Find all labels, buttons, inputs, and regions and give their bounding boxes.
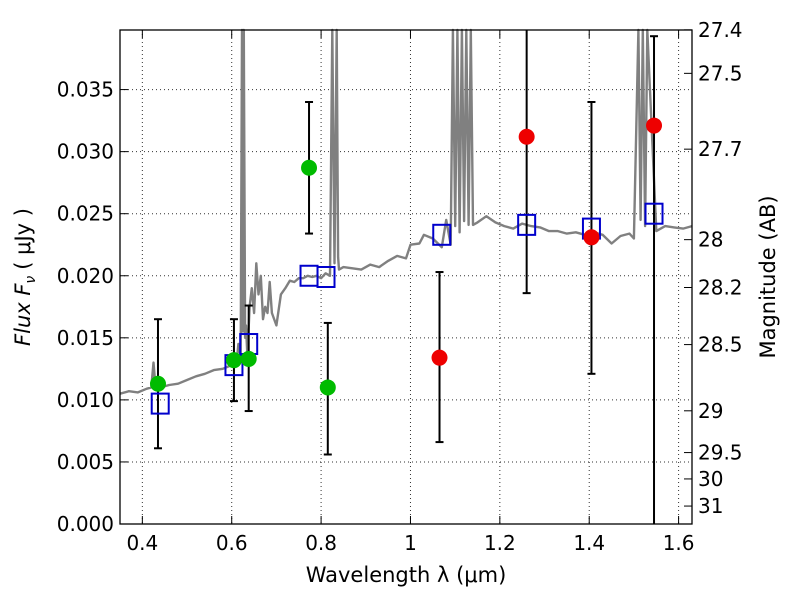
y-tick-label-0: 0.000 [57, 512, 114, 536]
grid-layer [120, 30, 692, 525]
y-tick-label-6: 0.030 [57, 140, 114, 164]
mag-tick-label-0: 27.4 [698, 18, 743, 42]
model-point-5 [432, 223, 452, 246]
y-axis-label-sub: ν [23, 276, 39, 284]
y-tick-label-7: 0.035 [57, 78, 114, 102]
x-tick-label-1: 0.6 [216, 531, 248, 555]
x-axis-label: Wavelength λ (μm) [306, 563, 507, 587]
y-ticks: 0.000 0.005 0.010 0.015 0.020 0.025 0.030 0.035 [57, 78, 128, 536]
svg-text:Magnitude (AB): Magnitude (AB) [756, 195, 780, 358]
y-tick-label-2: 0.010 [57, 388, 114, 412]
y-axis-label-main: Flux F [11, 283, 35, 346]
model-point-0 [150, 392, 170, 415]
x-ticks: 0.4 0.6 0.8 1 1.2 1.4 1.6 [126, 30, 695, 555]
x-tick-label-6: 1.6 [663, 531, 695, 555]
y-tick-label-5: 0.025 [57, 202, 114, 226]
data-points-layer [149, 117, 663, 396]
y-axis-label-unit: ( μJy ) [11, 208, 35, 270]
x-tick-label-2: 0.8 [305, 531, 337, 555]
nondetected-point-2 [583, 229, 600, 246]
mag-tick-label-6: 29 [698, 399, 723, 423]
y2-axis-label: Magnitude (AB) [756, 195, 780, 358]
mag-tick-label-1: 27.5 [698, 61, 743, 85]
x-tick-label-0: 0.4 [126, 531, 158, 555]
y-tick-label-4: 0.020 [57, 264, 114, 288]
nondetected-point-1 [518, 128, 535, 145]
errorbar-layer [153, 30, 659, 524]
model-point-6 [517, 213, 537, 236]
nondetected-point-3 [646, 117, 663, 134]
detected-point-1 [225, 352, 242, 369]
model-points-layer [150, 202, 664, 415]
detected-point-2 [240, 350, 257, 367]
detected-point-3 [301, 159, 318, 176]
svg-text:Flux Fν( μJy ): Flux Fν ( μJy ) [11, 208, 39, 346]
plot-frame [119, 29, 693, 525]
x-tick-label-4: 1.2 [484, 531, 516, 555]
mag-tick-label-5: 28.5 [698, 333, 743, 357]
mag-tick-label-9: 31 [698, 494, 723, 518]
spectrum-line [119, 28, 693, 395]
y-tick-label-3: 0.015 [57, 326, 114, 350]
nondetected-point-0 [431, 349, 448, 366]
x-tick-label-3: 1 [404, 531, 417, 555]
mag-tick-label-2: 27.7 [698, 137, 743, 161]
y-tick-label-1: 0.005 [57, 450, 114, 474]
detected-point-0 [149, 375, 166, 392]
detected-point-4 [319, 379, 336, 396]
mag-tick-label-3: 28 [698, 228, 723, 252]
x-tick-label-5: 1.4 [573, 531, 605, 555]
mag-tick-label-7: 29.5 [698, 441, 743, 465]
mag-ticks: 27.4 27.5 27.7 28 28.2 28.5 29 29.530 31 [684, 18, 743, 518]
y-axis-label: Flux Fν ( μJy ) [11, 208, 39, 346]
model-point-4 [316, 266, 336, 288]
mag-tick-label-4: 28.2 [698, 275, 743, 299]
spectrum-layer [119, 28, 693, 395]
model-point-8 [644, 202, 664, 225]
mag-tick-label-8: 30 [698, 467, 723, 491]
